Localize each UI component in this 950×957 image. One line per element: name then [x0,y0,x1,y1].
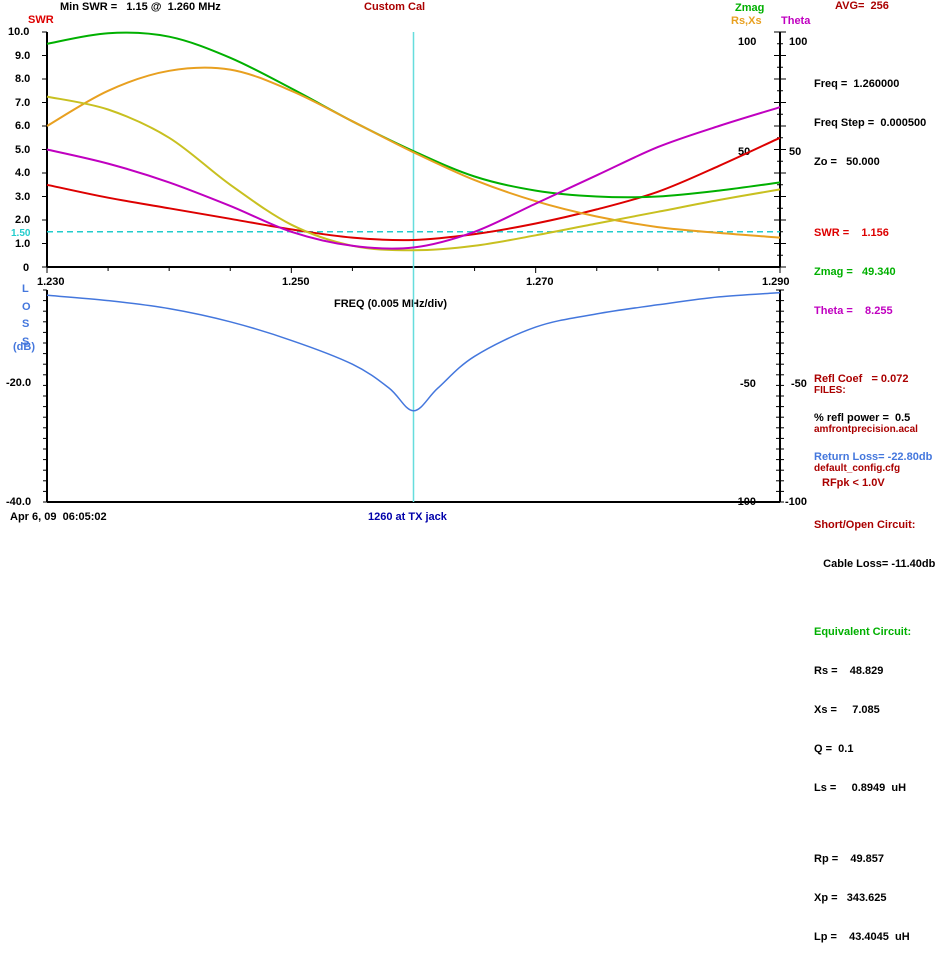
chart-title: Custom Cal [364,1,425,13]
measurement-mode: 1260 at TX jack [368,511,448,523]
freq-step-readout: Freq Step = 0.000500 [814,117,927,129]
series-line-rs [46,66,781,239]
loss-letter-s1: S [22,318,29,330]
series-line-swr [46,136,781,242]
loss-letter-s2: S [22,336,29,348]
short-open-heading: Short/Open Circuit: [814,519,916,531]
x-tick-1270: 1.270 [526,276,554,288]
series-lines [46,31,781,412]
loss-axis-label: L O S S (dB) [13,283,35,353]
loss-right-tick-100-outer: -100 [785,496,807,508]
min-swr-marker-label: 1.50 [11,228,31,239]
zmag-axis-label: Zmag [735,2,764,14]
series-line-theta [46,106,781,250]
zmag-readout: Zmag = 49.340 [814,266,896,278]
files-heading: FILES: [814,385,846,396]
tick-label-6: 6.0 [15,120,30,132]
upper-left-tick-labels: 10.0 9.0 8.0 7.0 6.0 5.0 4.0 3.0 2.0 1.0… [8,26,30,274]
equivalent-circuit-heading: Equivalent Circuit: [814,626,912,638]
series-line-return-loss [46,291,781,412]
chart-canvas: SWR Min SWR = 1.15 @ 1.260 MHz Custom Ca… [6,0,889,523]
tick-label-9: 9.0 [15,50,30,62]
tick-label-1: 1.0 [15,238,30,250]
xs-readout: Xs = 7.085 [814,704,880,716]
tick-label-10: 10.0 [8,26,29,38]
tick-label-5: 5.0 [15,144,30,156]
loss-right-tick-50-outer: -50 [791,378,807,390]
right-tick-100-outer: 100 [789,36,807,48]
tick-label-7: 7.0 [15,97,30,109]
tick-label-0: 0 [23,262,29,274]
right-tick-50-outer: 50 [789,146,801,158]
swr-axis-label: SWR [28,14,54,26]
x-axis-label: FREQ (0.005 MHz/div) [334,298,447,310]
q-readout: Q = 0.1 [814,743,854,755]
axis-ticks [42,31,786,503]
theta-axis-label: Theta [781,15,811,27]
lp-readout: Lp = 43.4045 uH [814,931,910,943]
rf-peak-readout: RFpk < 1.0V [822,477,885,489]
loss-letter-o: O [22,301,31,313]
tick-label-2: 2.0 [15,214,30,226]
avg-readout: AVG= 256 [835,0,889,12]
refl-coef-readout: Refl Coef = 0.072 [814,373,909,385]
loss-tick-40: -40.0 [6,496,31,508]
xp-readout: Xp = 343.625 [814,892,887,904]
rsxs-axis-label: Rs,Xs [731,15,762,27]
reference-lines [47,32,780,502]
rs-readout: Rs = 48.829 [814,665,884,677]
cable-loss-readout: Cable Loss= -11.40db [814,558,936,570]
right-tick-100-inner: 100 [738,36,756,48]
loss-unit: (dB) [13,341,35,353]
timestamp: Apr 6, 09 06:05:02 [10,511,107,523]
config-file: default_config.cfg [814,463,901,474]
return-loss-readout: Return Loss= -22.80db [814,451,933,463]
x-tick-1230: 1.230 [37,276,65,288]
x-tick-1250: 1.250 [282,276,310,288]
tick-label-8: 8.0 [15,73,30,85]
series-line-xs [46,95,781,252]
loss-letter-l: L [22,283,29,295]
calibration-file: amfrontprecision.acal [814,424,918,435]
tick-label-4: 4.0 [15,167,30,179]
x-tick-1290: 1.290 [762,276,790,288]
tick-label-3: 3.0 [15,191,30,203]
refl-power-readout: % refl power = 0.5 [814,412,911,424]
readout-panel: Freq = 1.260000 Freq Step = 0.000500 Zo … [814,52,935,957]
swr-readout: SWR = 1.156 [814,227,889,239]
ls-readout: Ls = 0.8949 uH [814,782,907,794]
min-swr-readout: Min SWR = 1.15 @ 1.260 MHz [60,1,221,13]
zo-readout: Zo = 50.000 [814,156,880,168]
loss-right-tick-50-inner: -50 [740,378,756,390]
rp-readout: Rp = 49.857 [814,853,885,865]
files-panel: FILES: amfrontprecision.acal default_con… [814,358,918,488]
loss-right-tick-100-inner: -100 [734,496,756,508]
theta-readout: Theta = 8.255 [814,305,893,317]
loss-tick-20: -20.0 [6,377,31,389]
freq-readout: Freq = 1.260000 [814,78,900,90]
